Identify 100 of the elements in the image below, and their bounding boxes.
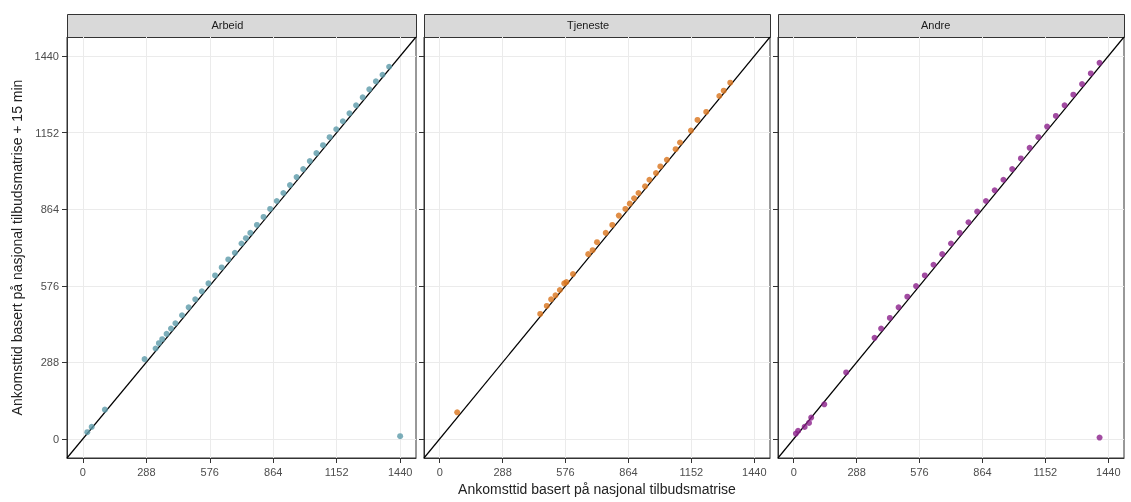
y-tick-label: 864 <box>40 203 59 216</box>
point <box>642 183 649 190</box>
point <box>1096 59 1103 66</box>
point <box>198 288 205 295</box>
point <box>163 330 170 337</box>
point <box>172 320 179 327</box>
point <box>1096 434 1103 441</box>
point <box>339 118 346 125</box>
point <box>871 334 878 341</box>
point <box>948 240 954 247</box>
point <box>657 163 664 170</box>
x-tick-label: 1440 <box>387 465 413 478</box>
x-tick-label: 576 <box>200 465 219 478</box>
point <box>212 272 219 279</box>
point <box>806 419 813 426</box>
point <box>397 433 404 440</box>
point <box>179 312 186 319</box>
point <box>247 229 254 236</box>
point <box>594 239 600 246</box>
point <box>895 304 902 311</box>
point <box>231 249 238 256</box>
point <box>652 170 659 177</box>
point <box>635 190 642 197</box>
y-tick-label: 1440 <box>34 50 59 63</box>
x-tick-label: 288 <box>137 465 156 478</box>
point <box>1079 81 1086 88</box>
x-tick-label: 288 <box>847 465 866 478</box>
point <box>801 423 808 430</box>
x-tick-label: 864 <box>973 465 992 478</box>
point <box>677 139 684 146</box>
point <box>1017 155 1024 162</box>
point <box>372 78 379 85</box>
point <box>727 79 734 86</box>
point <box>939 251 946 258</box>
point <box>353 102 360 109</box>
y-tick-label: 1152 <box>35 126 59 139</box>
point <box>205 280 212 287</box>
point <box>242 235 249 242</box>
point <box>280 190 287 197</box>
x-tick-label: 1440 <box>742 465 767 478</box>
x-tick-label: 864 <box>264 465 283 478</box>
point <box>1035 134 1042 141</box>
point <box>168 325 174 332</box>
x-tick-label: 576 <box>556 465 575 478</box>
point <box>548 296 555 303</box>
x-tick-label: 0 <box>79 465 86 478</box>
point <box>716 93 723 99</box>
point <box>589 247 596 254</box>
x-axis-title: Ankomsttid basert på nasjonal tilbudsmatrise <box>458 480 737 497</box>
point <box>585 251 592 258</box>
x-tick-label: 1152 <box>324 465 349 478</box>
point <box>615 212 622 219</box>
point <box>1009 166 1016 173</box>
point <box>192 296 199 303</box>
point <box>974 208 981 215</box>
point <box>703 108 710 115</box>
point <box>454 409 461 416</box>
x-tick-label: 864 <box>619 465 638 478</box>
point <box>88 423 95 430</box>
point <box>253 221 260 228</box>
point <box>921 272 928 279</box>
chart-title: Tjeneste <box>567 18 610 31</box>
x-tick-label: 1152 <box>679 465 704 478</box>
point <box>1061 102 1068 109</box>
y-tick-label: 0 <box>52 432 59 445</box>
point <box>843 369 850 376</box>
point <box>155 340 162 347</box>
point <box>359 94 366 101</box>
chart-title: Andre <box>921 18 951 31</box>
point <box>930 261 937 268</box>
point <box>379 71 386 78</box>
x-tick-label: 0 <box>790 465 797 478</box>
point <box>626 200 633 207</box>
point <box>631 195 638 202</box>
point <box>1070 91 1077 98</box>
point <box>1087 70 1094 77</box>
point <box>346 110 353 117</box>
point <box>273 197 280 204</box>
point <box>672 146 679 153</box>
point <box>313 150 320 157</box>
point <box>622 205 629 212</box>
point <box>218 264 225 271</box>
point <box>965 219 972 226</box>
point <box>366 86 373 93</box>
point <box>101 406 108 413</box>
x-tick-label: 0 <box>436 465 443 478</box>
point <box>1000 176 1007 183</box>
point <box>609 221 616 228</box>
point <box>556 287 563 294</box>
point <box>808 414 815 421</box>
point <box>1026 144 1033 151</box>
point <box>694 116 701 123</box>
point <box>333 126 340 133</box>
point <box>386 63 393 70</box>
x-tick-label: 1152 <box>1033 465 1058 478</box>
point <box>991 187 998 194</box>
point <box>821 401 828 408</box>
point <box>152 345 159 352</box>
point <box>238 240 245 247</box>
point <box>260 213 267 220</box>
